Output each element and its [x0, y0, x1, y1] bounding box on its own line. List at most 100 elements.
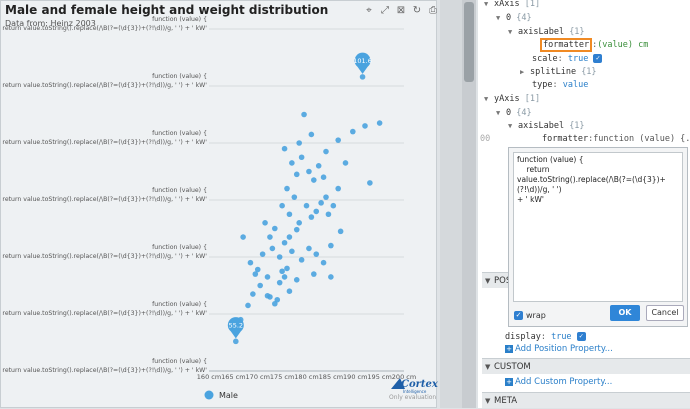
data-point — [286, 234, 293, 240]
vertical-scrollbar[interactable] — [462, 0, 476, 408]
tree-node-count: {1} — [569, 27, 585, 37]
cortex-logo: Cortex Intelligence — [391, 378, 438, 394]
formatter-code-textarea[interactable]: function (value) { return value.toString… — [513, 152, 683, 302]
data-point — [342, 160, 349, 166]
plus-icon: + — [505, 345, 513, 353]
data-point — [289, 248, 295, 255]
section-label: POSITION — [494, 276, 508, 286]
tree-node-xaxis[interactable]: ▼ xAxis [1] — [484, 0, 540, 11]
data-point — [279, 202, 285, 209]
caret-down-icon[interactable]: ▼ — [508, 28, 513, 36]
y-tick-label-line1: function (value) { — [152, 130, 207, 137]
chart-title: Male and female height and weight distri… — [5, 3, 329, 17]
data-point — [279, 268, 285, 275]
ok-button[interactable]: OK — [610, 305, 640, 321]
data-point — [281, 239, 288, 246]
tree-prop-xaxis-type[interactable]: type: value — [532, 80, 589, 90]
caret-down-icon[interactable]: ▼ — [496, 14, 501, 22]
y-tick-label-line1: function (value) { — [152, 358, 207, 365]
pin-annotations: 101.6 55.2 — [227, 52, 372, 339]
caret-down-icon[interactable]: ▼ — [485, 277, 491, 285]
tree-prop-display[interactable]: display: true ✓ — [505, 330, 586, 344]
caret-down-icon[interactable]: ▼ — [484, 0, 489, 8]
caret-down-icon[interactable]: ▼ — [508, 122, 513, 130]
data-point — [247, 259, 254, 266]
y-tick-label-line2: return value.toString().replace(/\B(?=(\… — [2, 367, 207, 374]
tree-node-yaxis-axislabel[interactable]: ▼ axisLabel {1} — [508, 119, 585, 133]
tree-node-count: {4} — [516, 13, 532, 23]
data-point — [330, 202, 337, 209]
pin-label: 101.6 — [353, 57, 372, 65]
tree-node-yaxis[interactable]: ▼ yAxis [1] — [484, 92, 540, 106]
save-image-icon[interactable]: ⎙ — [429, 5, 437, 16]
data-point — [318, 200, 324, 206]
wrap-label: wrap — [526, 311, 546, 320]
formatter-value[interactable]: function (value) {... — [593, 134, 690, 144]
tree-node-yaxis-0[interactable]: ▼ 0 {4} — [496, 106, 532, 120]
tree-node-xaxis-splitline[interactable]: ▶ splitLine {1} — [520, 65, 597, 79]
data-point — [233, 338, 239, 345]
checkbox-checked-icon[interactable]: ✓ — [593, 54, 603, 63]
chart-toolbar: ⌖ ⤢ ⊠ ↻ ⎙ — [363, 5, 439, 17]
section-header-custom[interactable]: ▼ CUSTOM — [482, 358, 690, 374]
add-custom-property-link[interactable]: + Add Custom Property... — [505, 377, 612, 387]
cortex-brand-sub: Intelligence — [403, 389, 427, 394]
y-tick-label-line1: function (value) { — [152, 187, 207, 194]
caret-right-icon[interactable]: ▶ — [520, 68, 525, 76]
y-tick-labels: function (value) { return value.toString(… — [2, 16, 207, 374]
add-position-label: Add Position Property... — [515, 344, 613, 354]
caret-down-icon[interactable]: ▼ — [496, 109, 501, 117]
tree-node-label: xAxis — [494, 0, 520, 9]
y-tick-label-line2: return value.toString().replace(/\B(?=(\… — [2, 139, 207, 146]
data-point — [296, 220, 302, 226]
section-label: META — [494, 396, 518, 406]
watermark: Only evaluation — [389, 394, 436, 401]
y-tick-label-line1: function (value) { — [152, 73, 207, 80]
section-header-position[interactable]: ▼POSITION — [482, 272, 508, 288]
add-position-property-link[interactable]: + Add Position Property... — [505, 344, 613, 354]
data-point — [259, 251, 266, 257]
caret-down-icon[interactable]: ▼ — [485, 363, 491, 371]
section-header-meta[interactable]: ▼ META — [482, 392, 690, 408]
data-point — [281, 145, 288, 152]
formatter-key-highlight[interactable]: formatter — [540, 38, 593, 52]
tree-node-count: [1] — [524, 0, 541, 9]
data-point — [284, 265, 290, 272]
prop-key: display — [505, 332, 541, 342]
y-tick-label-line1: function (value) { — [152, 16, 207, 23]
data-point — [376, 120, 383, 126]
y-tick-label-line2: return value.toString().replace(/\B(?=(\… — [2, 25, 207, 32]
y-tick-label-line1: function (value) { — [152, 244, 207, 251]
checkbox-checked-icon[interactable]: ✓ — [576, 332, 586, 341]
tree-prop-xaxis-scale[interactable]: scale: true ✓ — [532, 52, 603, 66]
wrap-toggle[interactable]: ✓ wrap — [514, 311, 546, 320]
tree-node-xaxis-0[interactable]: ▼ 0 {4} — [496, 11, 532, 25]
data-point — [272, 225, 278, 232]
restore-icon[interactable]: ↻ — [412, 5, 422, 16]
scrollbar-thumb[interactable] — [464, 2, 474, 82]
tree-node-count: {1} — [581, 67, 597, 77]
legend[interactable]: Male — [204, 390, 239, 401]
zoom-icon[interactable]: ⌖ — [366, 5, 372, 16]
prop-value: true — [551, 332, 572, 342]
x-tick-label: 180 cm — [294, 373, 318, 381]
data-point — [325, 211, 332, 218]
data-point — [293, 226, 300, 233]
data-point — [359, 74, 366, 80]
tree-prop-yaxis-formatter[interactable]: formatter:function (value) {... — [542, 132, 690, 146]
tree-prop-xaxis-formatter[interactable]: formatter:(value) cm — [540, 38, 648, 52]
x-tick-label: 165 cm — [221, 373, 245, 381]
cancel-button[interactable]: Cancel — [646, 305, 684, 321]
data-point — [306, 245, 312, 252]
splitter[interactable] — [440, 0, 462, 408]
checkbox-checked-icon[interactable]: ✓ — [514, 311, 523, 320]
chart-subtitle: Data from: Heinz 2003 — [5, 19, 96, 28]
zoom-reset-icon[interactable]: ⤢ — [381, 5, 389, 16]
tree-node-xaxis-axislabel[interactable]: ▼ axisLabel {1} — [508, 25, 585, 39]
caret-down-icon[interactable]: ▼ — [484, 95, 489, 103]
formatter-value[interactable]: (value) cm — [597, 40, 649, 50]
x-tick-labels: 160 cm 165 cm 170 cm 175 cm 180 cm 185 cm 190 … — [197, 373, 416, 381]
tree-node-count: [1] — [524, 94, 541, 104]
clear-icon[interactable]: ⊠ — [396, 5, 406, 16]
caret-down-icon[interactable]: ▼ — [485, 397, 491, 405]
